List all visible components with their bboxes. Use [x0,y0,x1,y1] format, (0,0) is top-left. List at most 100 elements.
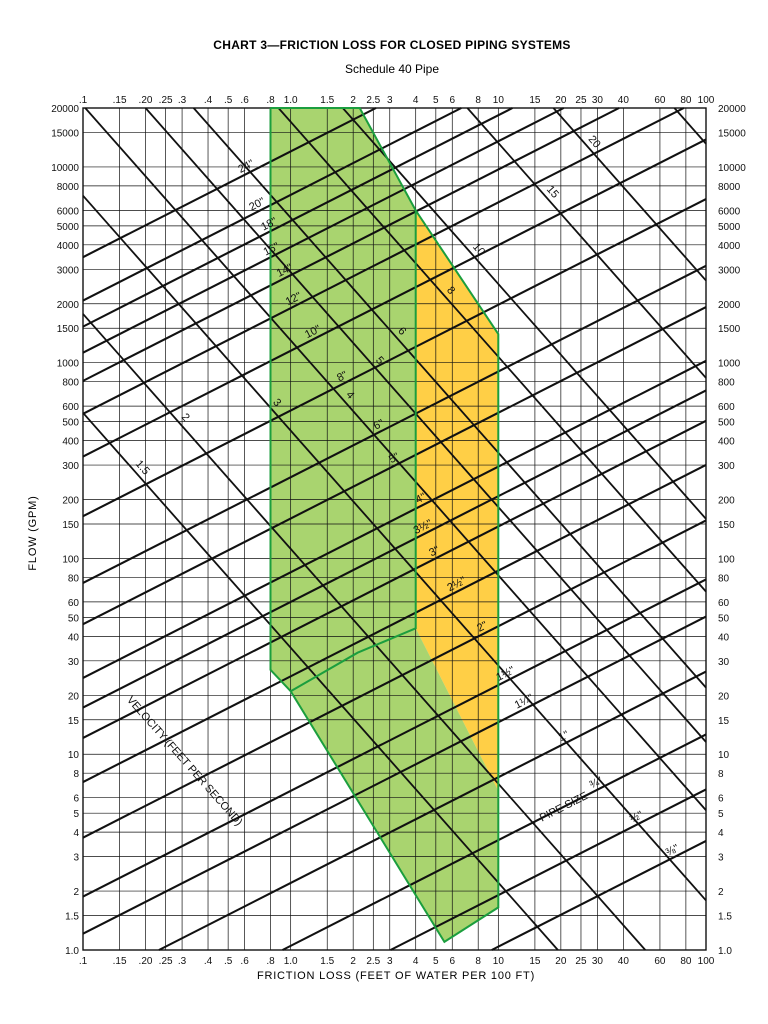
pipe-size-label: 1" [557,729,571,744]
y-tick-label-left: 60 [68,598,80,609]
y-tick-label-left: 1.5 [65,912,79,923]
pipe-size-line [282,733,707,951]
x-tick-label-bottom: 8 [475,956,481,967]
y-tick-label-right: 6 [718,794,724,805]
x-tick-label-bottom: .25 [159,956,173,967]
y-tick-label-left: 800 [62,378,79,389]
x-tick-label-top: .8 [266,95,275,106]
pipe-size-label: ¾" [587,775,604,792]
x-tick-label-top: 25 [575,95,587,106]
y-tick-label-right: 3000 [718,265,741,276]
y-tick-label-left: 30 [68,657,80,668]
velocity-line [342,107,707,520]
y-tick-label-left: 400 [62,437,79,448]
x-tick-label-top: 80 [680,95,692,106]
y-tick-label-right: 300 [718,461,735,472]
y-tick-label-right: 80 [718,573,730,584]
pipe-size-line [82,463,707,783]
y-tick-label-right: 20000 [718,104,746,115]
x-tick-label-top: 3 [387,95,393,106]
x-tick-label-bottom: 4 [413,956,419,967]
y-tick-label-left: 5 [73,809,79,820]
y-tick-label-left: 4 [73,828,79,839]
y-tick-label-right: 800 [718,378,735,389]
axis-ticks: .1 .1 .15 .15 .20 .20 .25 .25 .3 .3 .4 .4 .5 .5 .6 .6 .8… [51,95,746,967]
x-tick-label-bottom: 1.5 [320,956,334,967]
y-tick-label-right: 400 [718,437,735,448]
pipe-size-caption: PIPE SIZE [538,790,590,825]
x-tick-label-top: 30 [592,95,604,106]
y-tick-label-left: 200 [62,496,79,507]
chart-title: CHART 3—FRICTION LOSS FOR CLOSED PIPING … [213,38,570,52]
x-tick-label-bottom: .4 [204,956,213,967]
y-tick-label-right: 8000 [718,182,741,193]
pipe-size-label: 20" [247,196,267,214]
y-tick-label-right: 1500 [718,324,741,335]
y-tick-label-right: 600 [718,402,735,413]
y-tick-label-right: 200 [718,496,735,507]
velocity-line [277,107,707,593]
x-tick-label-bottom: 5 [433,956,439,967]
y-tick-label-right: 1.0 [718,946,732,957]
velocity-line [82,412,559,951]
y-tick-label-left: 6 [73,794,79,805]
y-tick-label-right: 100 [718,554,735,565]
y-tick-label-right: 2 [718,887,724,898]
pipe-size-line [82,107,513,328]
x-tick-label-bottom: 6 [449,956,455,967]
x-tick-label-top: 60 [654,95,666,106]
plot-frame [82,107,707,951]
x-tick-label-bottom: 2 [350,956,356,967]
x-tick-label-top: .20 [139,95,153,106]
velocity-line [82,313,646,951]
x-tick-label-top: 40 [618,95,630,106]
x-tick-label-top: .5 [224,95,233,106]
y-tick-label-left: 2000 [57,300,80,311]
x-tick-label-top: 10 [493,95,505,106]
x-tick-label-top: 1.0 [284,95,298,106]
pipe-size-label: ⅜" [664,842,681,859]
orange-region [415,210,499,791]
pipe-size-label: 3" [427,544,441,559]
pipe-size-label: 4" [414,491,428,506]
y-tick-label-left: 1.0 [65,946,79,957]
x-tick-label-bottom: 2.5 [366,956,380,967]
x-tick-label-top: 8 [475,95,481,106]
pipe-size-line [82,107,620,382]
pipe-size-line [82,615,707,935]
y-tick-label-left: 100 [62,554,79,565]
y-tick-label-right: 15 [718,716,730,727]
x-tick-label-bottom: 40 [618,956,630,967]
pipe-size-label: ½" [628,809,645,826]
x-tick-label-top: .1 [79,95,88,106]
y-tick-label-right: 3 [718,853,724,864]
pipe-size-line [82,359,707,679]
y-tick-label-right: 8 [718,769,724,780]
x-tick-label-bottom: 100 [698,956,715,967]
y-tick-label-left: 150 [62,520,79,531]
x-tick-label-top: 1.5 [320,95,334,106]
velocity-line [466,107,707,379]
x-tick-label-bottom: 1.0 [284,956,298,967]
y-tick-label-left: 10000 [51,163,79,174]
x-tick-label-bottom: 80 [680,956,692,967]
velocity-line [673,107,707,145]
velocity-line [84,107,707,811]
y-tick-label-right: 50 [718,613,730,624]
y-tick-label-left: 8000 [57,182,80,193]
y-tick-label-left: 500 [62,418,79,429]
y-tick-label-right: 20 [718,691,730,702]
y-tick-label-right: 10000 [718,163,746,174]
pipe-size-label: 6" [372,417,386,432]
y-tick-label-left: 300 [62,461,79,472]
y-tick-label-left: 15 [68,716,80,727]
y-tick-label-left: 80 [68,573,80,584]
x-tick-label-bottom: 60 [654,956,666,967]
y-tick-label-left: 50 [68,613,80,624]
x-tick-label-bottom: 3 [387,956,393,967]
x-tick-label-bottom: 15 [529,956,541,967]
x-tick-label-top: 4 [413,95,419,106]
y-tick-label-right: 15000 [718,128,746,139]
pipe-size-line [82,107,685,415]
pipe-size-line [82,198,707,518]
